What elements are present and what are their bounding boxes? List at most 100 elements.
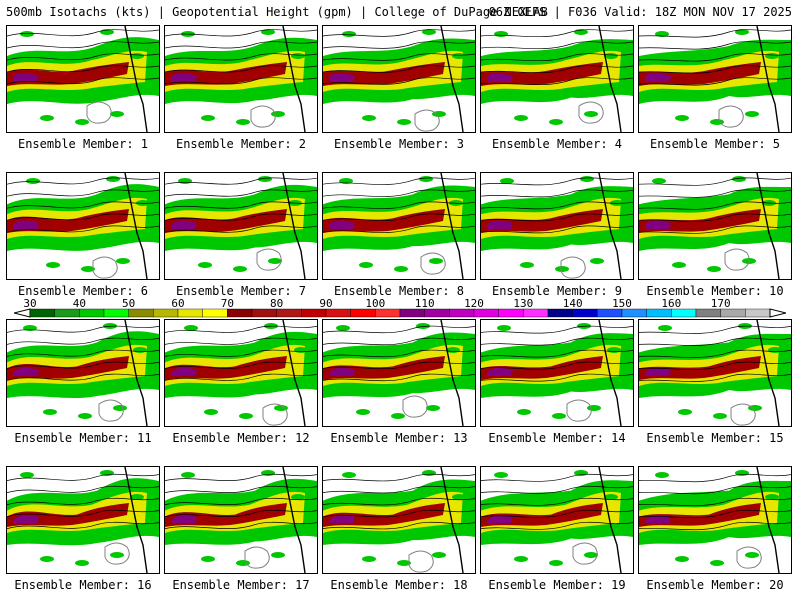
ensemble-map-panel bbox=[480, 319, 634, 427]
jet-core bbox=[13, 73, 39, 82]
coastline bbox=[440, 320, 464, 426]
colorbar-tick-label: 160 bbox=[661, 297, 682, 310]
wind-patch bbox=[416, 323, 430, 329]
wind-patch bbox=[555, 266, 569, 272]
height-contour bbox=[481, 337, 633, 346]
height-contour bbox=[165, 509, 317, 517]
height-contour bbox=[481, 509, 633, 518]
height-contour bbox=[639, 65, 791, 74]
height-contour bbox=[481, 77, 633, 86]
ensemble-member-label: Ensemble Member: 16 bbox=[14, 578, 152, 592]
height-contour bbox=[639, 337, 791, 346]
title-bar: 500mb Isotachs (kts) | Geopotential Heig… bbox=[6, 5, 796, 21]
colorbar-max-arrow bbox=[769, 308, 786, 318]
wind-patch bbox=[271, 111, 285, 117]
wind-patch bbox=[184, 325, 198, 331]
height-contour bbox=[165, 201, 317, 209]
height-contour bbox=[481, 177, 633, 186]
height-contour bbox=[7, 337, 159, 345]
coastline bbox=[124, 320, 148, 426]
low-contour bbox=[402, 395, 428, 418]
wind-patch bbox=[494, 472, 508, 478]
ensemble-member-label: Ensemble Member: 6 bbox=[17, 284, 149, 298]
ensemble-member-label: Ensemble Member: 4 bbox=[491, 137, 623, 151]
height-contour bbox=[165, 177, 317, 185]
wind-patch bbox=[604, 494, 618, 500]
jet-core bbox=[645, 367, 671, 376]
wind-patch bbox=[258, 176, 272, 182]
height-contour bbox=[323, 521, 475, 530]
coastline bbox=[440, 173, 464, 279]
wind-patch bbox=[291, 494, 305, 500]
ensemble-map-panel bbox=[638, 25, 792, 133]
height-contour bbox=[639, 361, 791, 370]
height-contour bbox=[7, 41, 159, 49]
low-contour bbox=[98, 399, 124, 422]
height-contour bbox=[165, 361, 317, 369]
height-contour bbox=[639, 373, 791, 382]
height-contour bbox=[165, 29, 317, 37]
height-contour bbox=[323, 473, 475, 482]
wind-patch bbox=[577, 323, 591, 329]
wind-patch bbox=[359, 262, 373, 268]
coastline bbox=[124, 467, 148, 573]
height-contour bbox=[639, 177, 791, 186]
height-contour bbox=[639, 53, 791, 62]
height-contour bbox=[165, 77, 317, 85]
wind-patch bbox=[419, 176, 433, 182]
height-contour bbox=[639, 41, 791, 50]
colorbar-swatch bbox=[301, 308, 327, 318]
colorbar-swatch bbox=[128, 308, 154, 318]
wind-patch bbox=[271, 552, 285, 558]
height-contour bbox=[481, 29, 633, 38]
height-contour bbox=[639, 485, 791, 495]
wind-patch bbox=[607, 347, 621, 353]
height-contour bbox=[481, 373, 633, 382]
wind-patch bbox=[452, 494, 466, 500]
height-contour bbox=[323, 337, 475, 346]
wind-patch bbox=[713, 413, 727, 419]
low-contour bbox=[736, 546, 762, 569]
low-contour bbox=[578, 101, 604, 124]
height-contour bbox=[481, 473, 633, 482]
height-contour bbox=[639, 77, 791, 86]
height-contour bbox=[481, 189, 633, 198]
wind-patch bbox=[198, 262, 212, 268]
wind-patch bbox=[75, 560, 89, 566]
jet-core bbox=[487, 514, 513, 523]
wind-patch bbox=[429, 258, 443, 264]
wind-patch bbox=[580, 176, 594, 182]
ensemble-member-label: Ensemble Member: 7 bbox=[175, 284, 307, 298]
colorbar-min-arrow bbox=[14, 308, 31, 318]
height-contour bbox=[481, 485, 633, 494]
wind-patch bbox=[239, 413, 253, 419]
ensemble-map-panel bbox=[638, 466, 792, 574]
height-contour bbox=[165, 349, 317, 357]
wind-patch bbox=[110, 552, 124, 558]
ensemble-member-label: Ensemble Member: 10 bbox=[646, 284, 784, 298]
height-contour bbox=[7, 325, 159, 333]
height-contour bbox=[323, 373, 475, 382]
height-contour bbox=[165, 213, 317, 221]
ensemble-map-panel bbox=[6, 466, 160, 574]
height-contour bbox=[7, 177, 159, 185]
ensemble-member-label: Ensemble Member: 14 bbox=[488, 431, 626, 445]
ensemble-member-label: Ensemble Member: 8 bbox=[333, 284, 465, 298]
height-contour bbox=[481, 497, 633, 506]
ensemble-member-label: Ensemble Member: 19 bbox=[488, 578, 626, 592]
colorbar-swatch bbox=[153, 308, 179, 318]
colorbar-swatch bbox=[523, 308, 549, 318]
colorbar-swatch bbox=[29, 308, 55, 318]
height-contour bbox=[639, 225, 791, 234]
colorbar-swatch bbox=[449, 308, 475, 318]
colorbar-swatch bbox=[177, 308, 203, 318]
wind-patch bbox=[397, 119, 411, 125]
height-contour bbox=[639, 497, 791, 507]
wind-patch bbox=[106, 176, 120, 182]
wind-patch bbox=[116, 258, 130, 264]
height-contour bbox=[323, 65, 475, 73]
height-contour bbox=[639, 29, 791, 38]
wind-patch bbox=[342, 472, 356, 478]
colorbar-tick-label: 170 bbox=[710, 297, 731, 310]
wind-patch bbox=[745, 552, 759, 558]
